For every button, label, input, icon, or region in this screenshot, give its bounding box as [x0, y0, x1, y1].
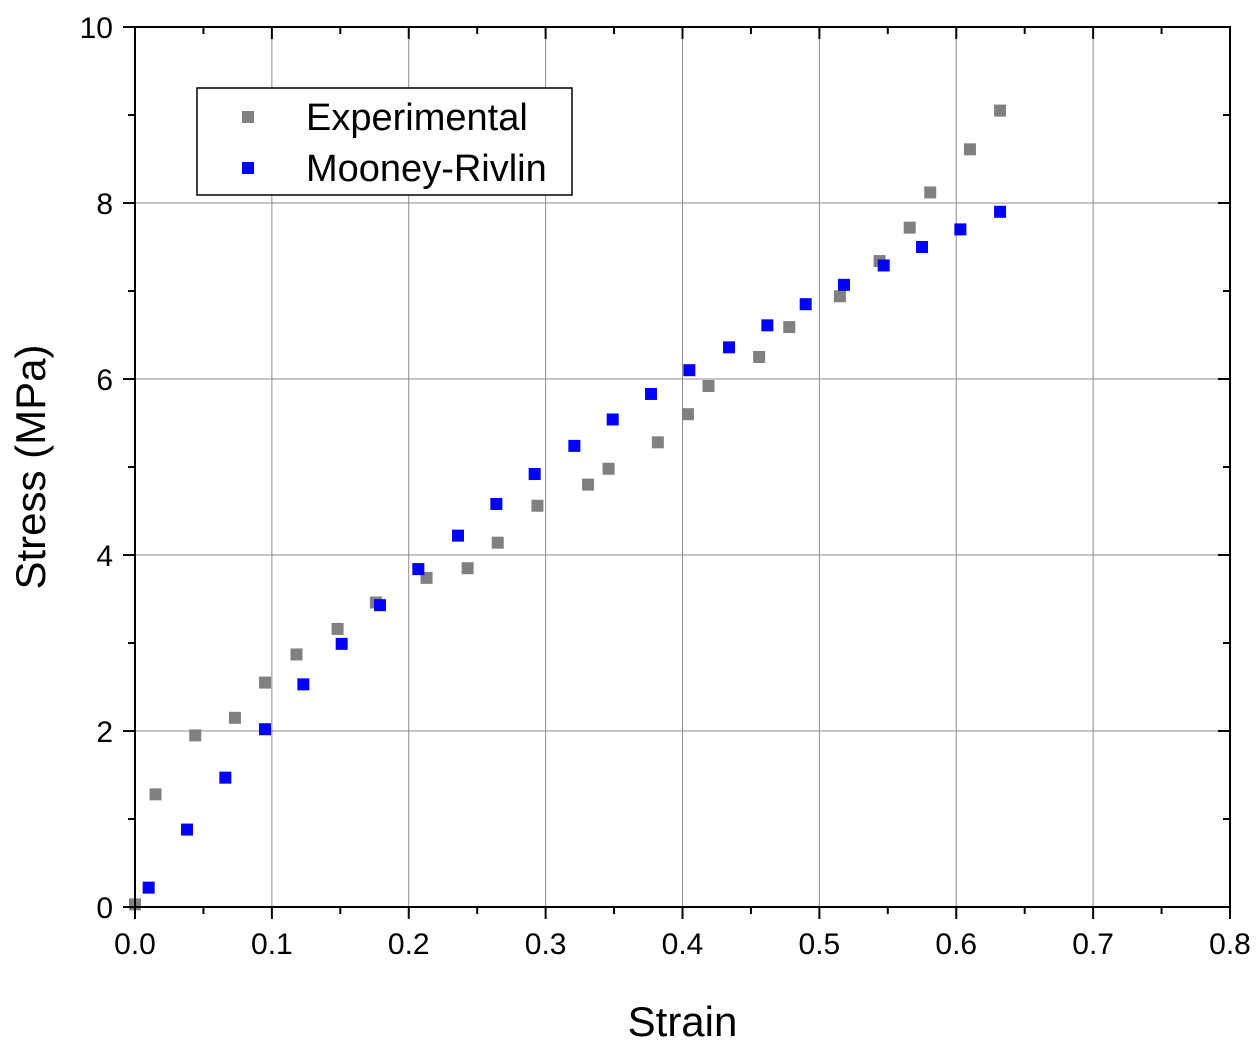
data-point-mooney-rivlin — [954, 223, 967, 236]
data-point-mooney-rivlin — [219, 771, 232, 784]
legend-marker-experimental — [242, 111, 254, 123]
x-tick-label: 0.2 — [388, 928, 430, 961]
data-point-experimental — [702, 380, 715, 393]
data-point-experimental — [681, 408, 694, 421]
data-point-experimental — [531, 499, 544, 512]
data-point-experimental — [903, 221, 916, 234]
data-point-mooney-rivlin — [528, 468, 541, 481]
data-point-experimental — [228, 711, 241, 724]
x-tick-label: 0.7 — [1072, 928, 1114, 961]
data-point-experimental — [753, 351, 766, 363]
x-tick-label: 0.1 — [251, 928, 293, 961]
data-point-mooney-rivlin — [297, 678, 310, 691]
data-point-mooney-rivlin — [452, 529, 465, 542]
data-point-experimental — [924, 186, 937, 199]
ticks — [123, 26, 1231, 919]
data-point-mooney-rivlin — [374, 599, 387, 612]
y-axis-title: Stress (MPa) — [7, 344, 54, 589]
data-point-experimental — [582, 478, 595, 491]
data-point-experimental — [651, 436, 664, 449]
y-tick-label: 8 — [96, 188, 113, 221]
data-point-mooney-rivlin — [916, 241, 929, 253]
x-tick-label: 0.6 — [935, 928, 977, 961]
legend-label-experimental: Experimental — [306, 97, 528, 139]
data-point-experimental — [461, 562, 474, 575]
data-point-mooney-rivlin — [606, 413, 619, 426]
y-tick-label: 10 — [80, 12, 113, 45]
data-point-experimental — [602, 462, 615, 475]
x-tick-label: 0.8 — [1209, 928, 1251, 961]
data-point-experimental — [149, 788, 162, 801]
legend-marker-mooney-rivlin — [242, 162, 254, 174]
series-mooney-rivlin — [142, 205, 1007, 894]
data-point-experimental — [833, 290, 846, 303]
data-point-mooney-rivlin — [838, 278, 851, 291]
y-tick-label: 0 — [96, 892, 113, 925]
data-point-mooney-rivlin — [877, 259, 890, 272]
legend-label-mooney-rivlin: Mooney-Rivlin — [306, 148, 547, 190]
data-point-experimental — [290, 648, 303, 661]
legend-box — [196, 87, 573, 196]
tick-labels: 0.0 0.1 0.2 0.3 0.4 0.5 0.6 0.7 0.8 0 2 4 6 8 10 — [80, 12, 1251, 961]
data-point-mooney-rivlin — [994, 205, 1007, 218]
data-point-mooney-rivlin — [335, 637, 348, 650]
data-point-experimental — [783, 321, 796, 334]
data-point-experimental — [994, 104, 1007, 117]
data-point-experimental — [331, 622, 344, 635]
x-axis-title: Strain — [628, 998, 738, 1045]
data-point-mooney-rivlin — [568, 439, 581, 452]
x-tick-label: 0.4 — [662, 928, 704, 961]
data-point-mooney-rivlin — [683, 364, 696, 377]
data-point-mooney-rivlin — [490, 497, 503, 510]
data-point-experimental — [963, 143, 976, 156]
data-point-mooney-rivlin — [799, 298, 812, 311]
data-point-experimental — [491, 536, 504, 549]
data-point-mooney-rivlin — [259, 723, 272, 736]
data-point-experimental — [259, 676, 272, 689]
data-point-experimental — [189, 729, 202, 742]
data-point-mooney-rivlin — [142, 881, 155, 894]
y-tick-label: 6 — [96, 364, 113, 397]
data-point-mooney-rivlin — [645, 387, 658, 400]
data-point-mooney-rivlin — [761, 319, 774, 332]
legend: Experimental Mooney-Rivlin — [196, 87, 573, 196]
data-point-mooney-rivlin — [412, 563, 425, 576]
x-tick-label: 0.0 — [114, 928, 156, 961]
x-tick-label: 0.3 — [525, 928, 567, 961]
x-tick-label: 0.5 — [799, 928, 841, 961]
y-tick-label: 2 — [96, 716, 113, 749]
y-tick-label: 4 — [96, 540, 113, 573]
data-point-mooney-rivlin — [181, 823, 194, 836]
data-point-mooney-rivlin — [723, 341, 736, 354]
